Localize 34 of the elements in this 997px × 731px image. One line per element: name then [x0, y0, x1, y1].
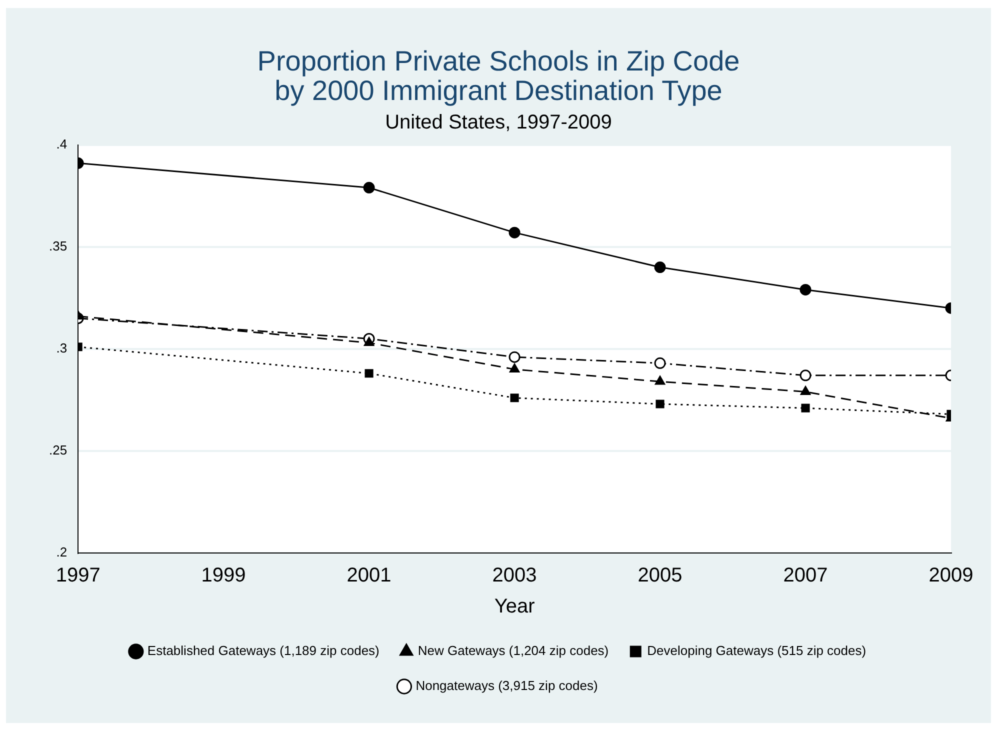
point [364, 337, 374, 346]
point [508, 226, 520, 238]
x-tick-label: 2001 [346, 564, 392, 587]
x-tick-label: 1997 [56, 564, 100, 587]
point [656, 400, 664, 408]
y-tick-label: .25 [48, 442, 68, 458]
point [654, 357, 666, 369]
point [801, 404, 810, 412]
point [800, 386, 811, 396]
point [654, 262, 666, 274]
chart-title: Proportion Private Schools in Zip Code by 2000 Immigrant Destination Type [257, 45, 740, 106]
point [510, 394, 519, 402]
legend-label: Nongateways (3,915 zip codes) [416, 678, 598, 694]
y-tick-label: .2 [56, 544, 68, 560]
point [654, 376, 666, 385]
chart-subtitle: United States, 1997-2009 [385, 111, 612, 134]
point [363, 182, 375, 194]
x-tick-label: 2007 [783, 564, 828, 587]
x-tick-label: 2005 [638, 564, 682, 587]
y-tick-label: .35 [48, 238, 68, 254]
point [508, 351, 520, 363]
y-tick-label: .4 [56, 136, 68, 152]
point [509, 364, 520, 373]
point [800, 370, 812, 382]
x-tick-label: 2003 [492, 564, 537, 587]
x-tick-label: 1999 [201, 564, 246, 587]
x-tick-label: 2009 [928, 564, 974, 587]
x-axis-title: Year [494, 596, 536, 618]
legend-label: New Gateways (1,204 zip codes) [418, 643, 609, 658]
point [800, 284, 812, 296]
legend-label: Developing Gateways (515 zip codes) [647, 643, 866, 658]
y-tick-label: .3 [56, 340, 68, 356]
legend-label: Established Gateways (1,189 zip codes) [147, 643, 380, 658]
point [364, 369, 374, 378]
